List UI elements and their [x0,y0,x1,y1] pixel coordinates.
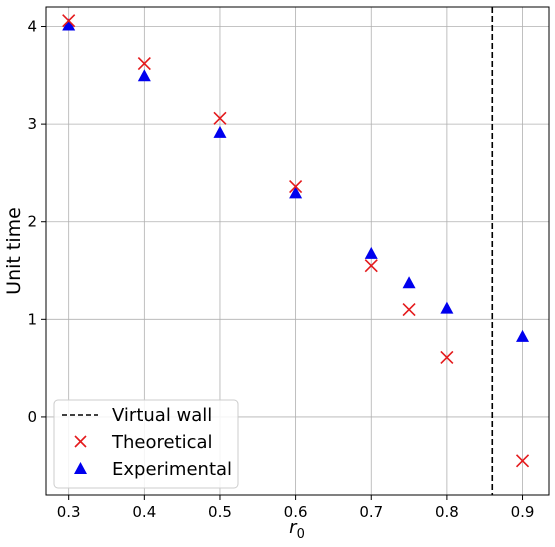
legend-box [53,399,239,489]
y-tick-label: 0 [27,408,37,426]
theoretical-point [440,350,454,364]
legend-experimental-label: Experimental [112,459,232,480]
y-tick-label: 2 [27,213,37,231]
x-tick-label: 0.4 [132,503,156,521]
y-axis-ticks: 0 1 2 3 4 [27,18,46,426]
plot-frame [45,6,550,496]
experimental-point [402,276,416,289]
x-axis-ticks: 0.3 0.4 0.5 0.6 0.7 0.8 0.9 [57,495,535,521]
y-axis-label: Unit time [3,207,25,295]
theoretical-point [515,454,530,468]
x-tick-label: 0.7 [359,503,383,521]
experimental-point [137,69,151,82]
x-axis-label: r0 [289,517,305,542]
x-tick-label: 0.9 [511,503,535,521]
theoretical-point [402,302,416,317]
legend-theoretical-label: Theoretical [111,432,213,453]
theoretical-point [137,57,151,71]
experimental-point [440,301,454,314]
series-layer [62,14,530,468]
theoretical-point [62,14,76,28]
experimental-point [516,329,530,342]
theoretical-point [213,111,227,125]
y-tick-label: 4 [27,18,37,36]
legend-experimental-swatch [74,462,87,474]
x-tick-label: 0.6 [284,503,308,521]
legend: Virtual wall Theoretical Experimental [53,399,239,489]
experimental-point [289,186,303,199]
x-axis-label-main: r [289,517,298,538]
y-tick-label: 1 [27,310,37,328]
y-tick-label: 3 [27,115,37,133]
theoretical-point [364,259,378,273]
legend-theoretical-swatch [74,435,87,448]
experimental-point [213,125,227,138]
theoretical-point [289,180,303,194]
legend-virtual-wall-label: Virtual wall [112,405,212,426]
x-tick-label: 0.8 [435,503,459,521]
x-tick-label: 0.5 [208,503,232,521]
experimental-point [364,246,378,259]
experimental-point [62,18,76,31]
x-axis-label-subscript: 0 [297,527,305,542]
x-tick-label: 0.3 [57,503,81,521]
